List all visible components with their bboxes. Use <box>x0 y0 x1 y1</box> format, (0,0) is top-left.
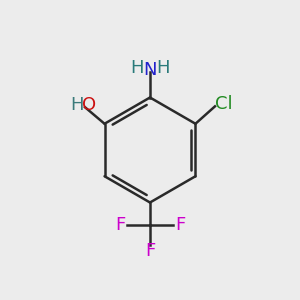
Text: H: H <box>156 59 169 77</box>
Text: N: N <box>143 61 157 79</box>
Text: F: F <box>175 216 185 234</box>
Text: Cl: Cl <box>215 95 233 113</box>
Text: H: H <box>70 96 83 114</box>
Text: H: H <box>131 59 144 77</box>
Text: O: O <box>82 96 96 114</box>
Text: F: F <box>115 216 125 234</box>
Text: F: F <box>145 242 155 260</box>
